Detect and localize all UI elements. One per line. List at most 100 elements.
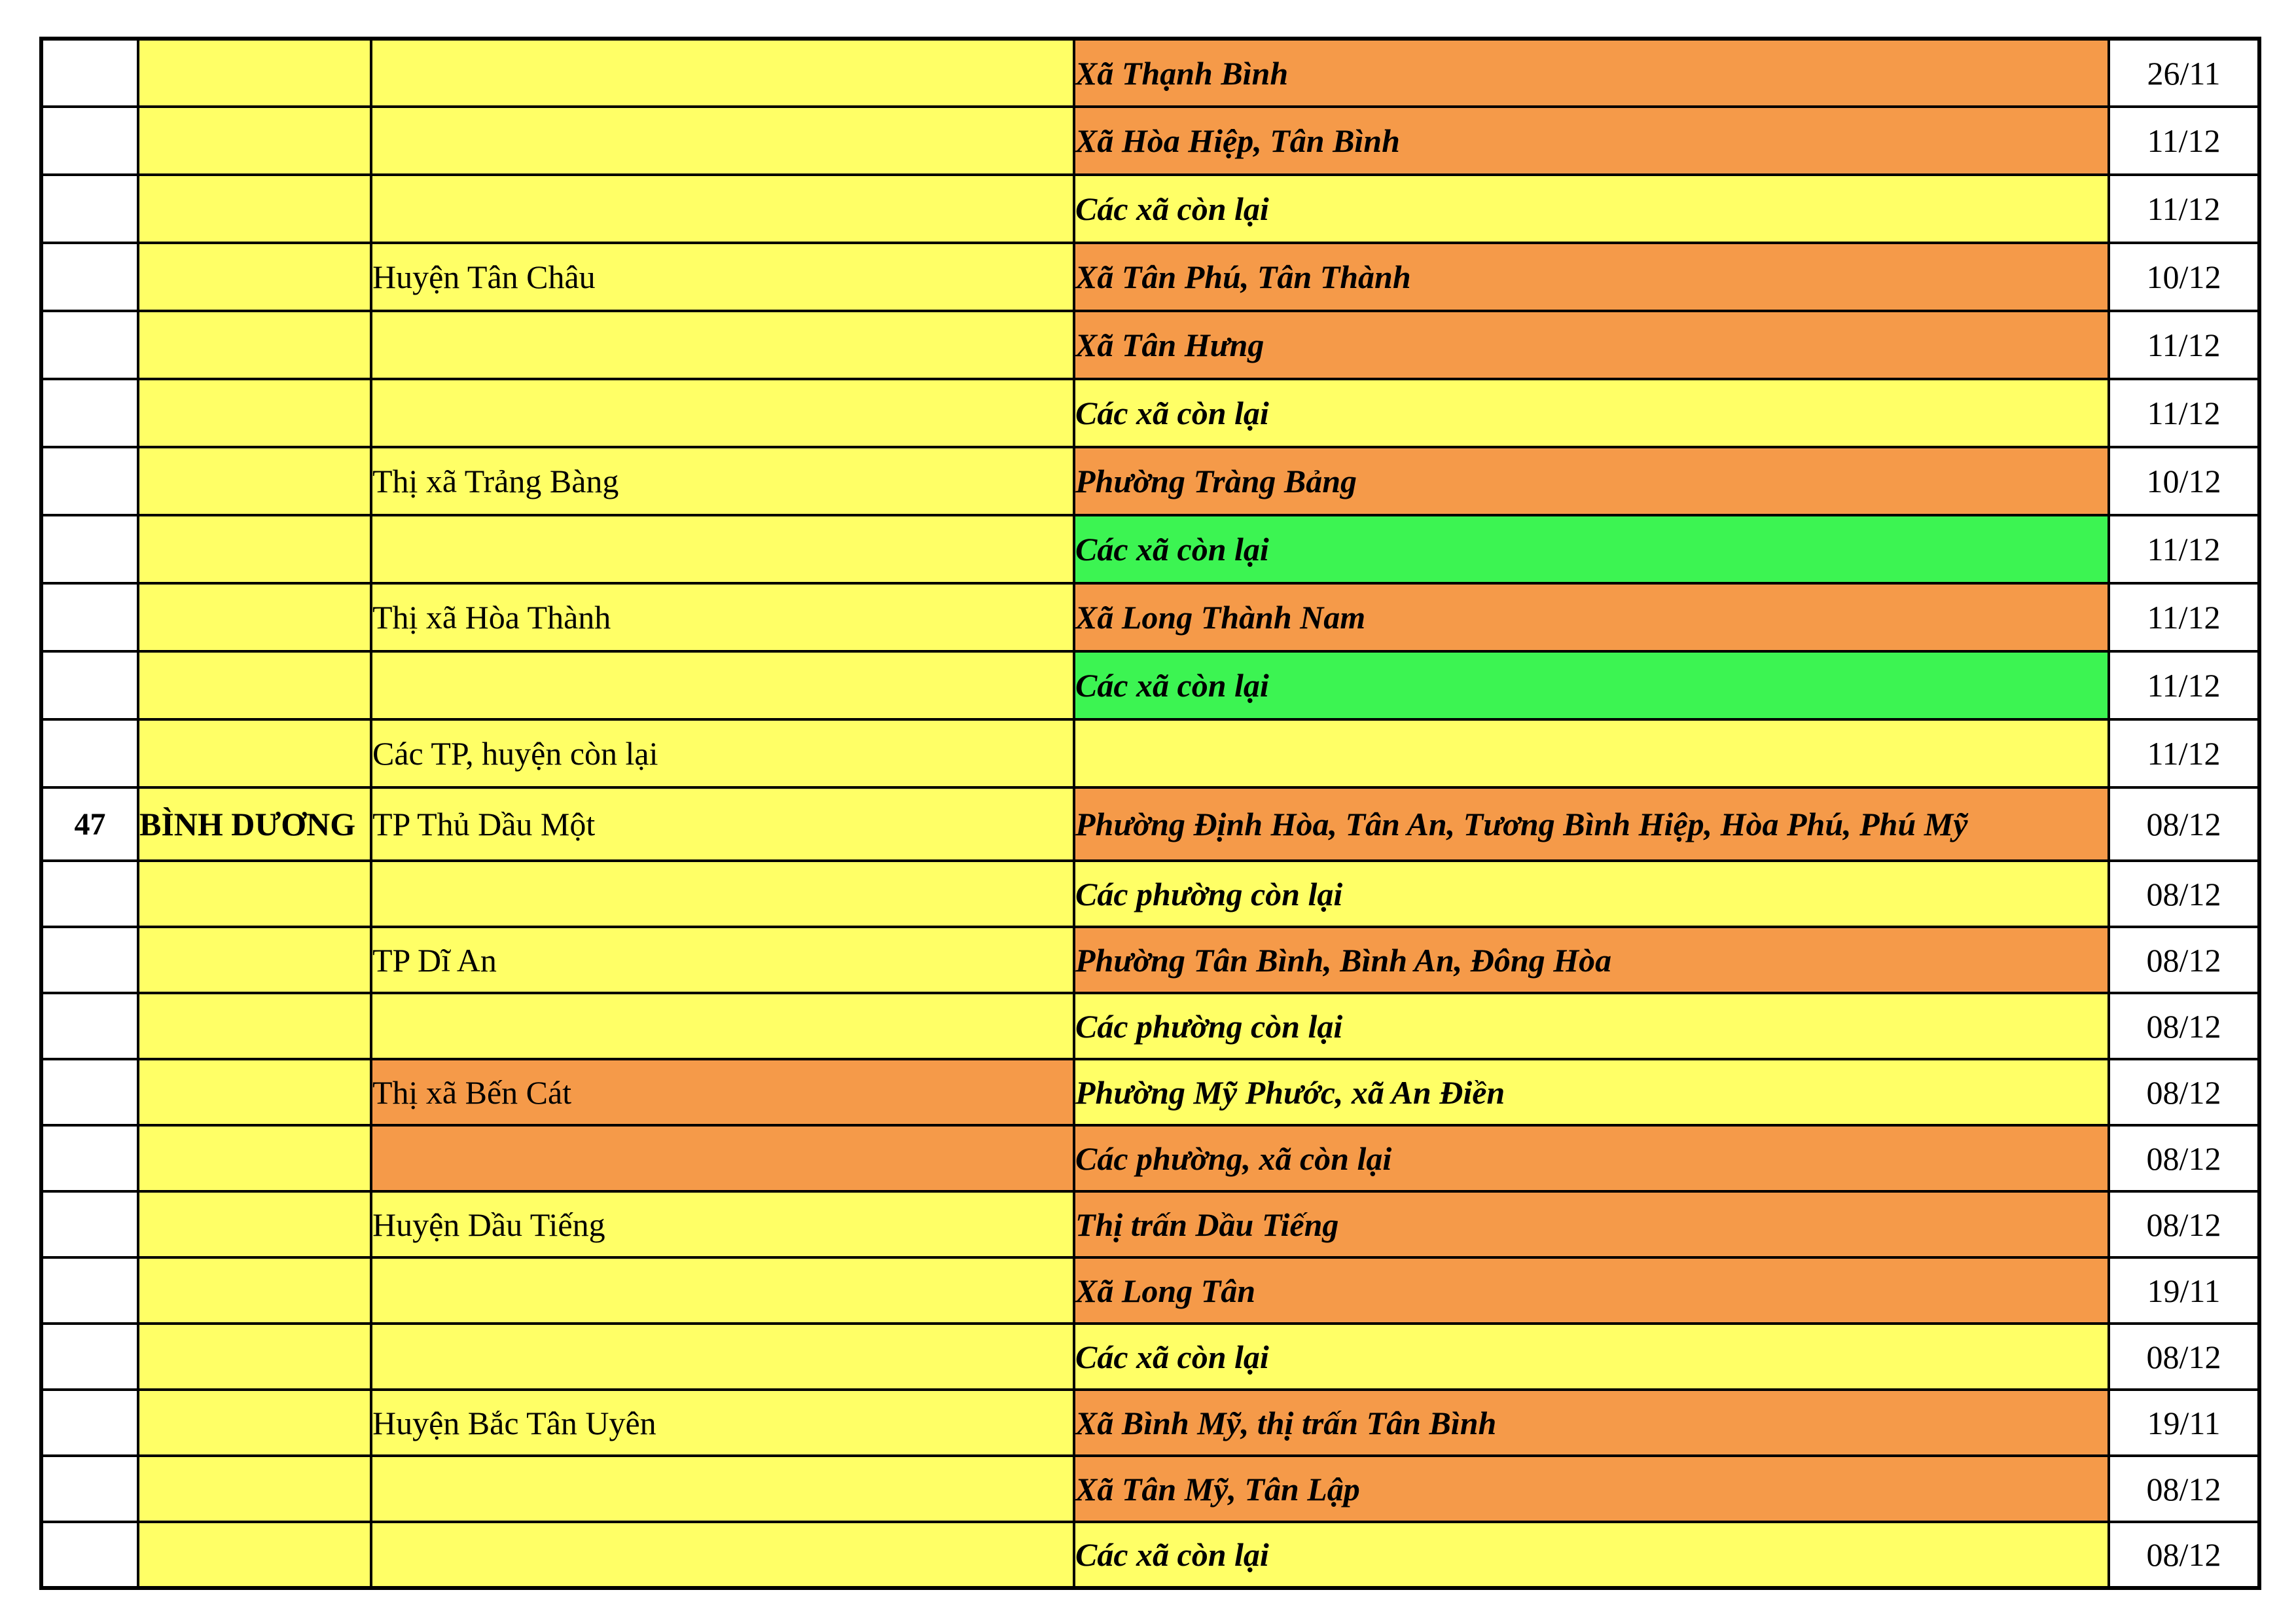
province-cell bbox=[137, 514, 372, 585]
row-number-cell bbox=[40, 1454, 139, 1523]
district-cell: Các TP, huyện còn lại bbox=[370, 718, 1075, 789]
row-number-cell bbox=[40, 1256, 139, 1325]
table-row: Xã Hòa Hiệp, Tân Bình 11/12 bbox=[40, 105, 2261, 176]
district-cell: TP Dĩ An bbox=[370, 926, 1075, 994]
province-cell bbox=[137, 1454, 372, 1523]
row-number-cell: 47 bbox=[40, 786, 139, 862]
district-cell bbox=[370, 1521, 1075, 1589]
province-cell bbox=[137, 1322, 372, 1391]
commune-cell: Các phường còn lại bbox=[1073, 859, 2110, 928]
row-number-cell bbox=[40, 992, 139, 1060]
district-cell: Thị xã Trảng Bàng bbox=[370, 446, 1075, 516]
district-cell: Huyện Tân Châu bbox=[370, 242, 1075, 312]
table-row: Các phường, xã còn lại 08/12 bbox=[40, 1124, 2261, 1193]
district-cell bbox=[370, 1124, 1075, 1193]
date-cell: 10/12 bbox=[2108, 446, 2261, 516]
row-number-cell bbox=[40, 1388, 139, 1457]
row-number-cell bbox=[40, 926, 139, 994]
province-cell bbox=[137, 105, 372, 176]
date-cell: 08/12 bbox=[2108, 926, 2261, 994]
province-cell bbox=[137, 1124, 372, 1193]
date-cell: 08/12 bbox=[2108, 859, 2261, 928]
district-cell: Thị xã Hòa Thành bbox=[370, 582, 1075, 653]
date-cell: 11/12 bbox=[2108, 310, 2261, 380]
date-cell: 11/12 bbox=[2108, 582, 2261, 653]
table-row: Huyện Dầu Tiếng Thị trấn Dầu Tiếng 08/12 bbox=[40, 1190, 2261, 1259]
table-row: Xã Tân Hưng 11/12 bbox=[40, 310, 2261, 380]
commune-cell: Phường Định Hòa, Tân An, Tương Bình Hiệp… bbox=[1073, 786, 2110, 862]
district-cell bbox=[370, 1256, 1075, 1325]
date-cell: 08/12 bbox=[2108, 1190, 2261, 1259]
district-cell: Huyện Dầu Tiếng bbox=[370, 1190, 1075, 1259]
date-cell: 11/12 bbox=[2108, 514, 2261, 585]
row-number-cell bbox=[40, 310, 139, 380]
commune-cell: Các xã còn lại bbox=[1073, 650, 2110, 721]
commune-cell: Xã Long Tân bbox=[1073, 1256, 2110, 1325]
row-number-cell bbox=[40, 582, 139, 653]
date-cell: 08/12 bbox=[2108, 1521, 2261, 1589]
commune-cell: Các xã còn lại bbox=[1073, 1322, 2110, 1391]
commune-cell: Thị trấn Dầu Tiếng bbox=[1073, 1190, 2110, 1259]
table-row: Các xã còn lại 08/12 bbox=[40, 1521, 2261, 1589]
district-cell bbox=[370, 37, 1075, 108]
date-cell: 11/12 bbox=[2108, 650, 2261, 721]
commune-cell: Các phường, xã còn lại bbox=[1073, 1124, 2110, 1193]
date-cell: 08/12 bbox=[2108, 1124, 2261, 1193]
district-cell bbox=[370, 173, 1075, 244]
table-row: Các phường còn lại 08/12 bbox=[40, 992, 2261, 1060]
row-number-cell bbox=[40, 1521, 139, 1589]
district-cell bbox=[370, 1322, 1075, 1391]
table-row: Xã Thạnh Bình 26/11 bbox=[40, 37, 2261, 108]
province-cell bbox=[137, 1388, 372, 1457]
date-cell: 08/12 bbox=[2108, 786, 2261, 862]
row-number-cell bbox=[40, 173, 139, 244]
date-cell: 26/11 bbox=[2108, 37, 2261, 108]
district-cell bbox=[370, 514, 1075, 585]
commune-cell: Các phường còn lại bbox=[1073, 992, 2110, 1060]
commune-cell: Xã Hòa Hiệp, Tân Bình bbox=[1073, 105, 2110, 176]
commune-cell: Xã Bình Mỹ, thị trấn Tân Bình bbox=[1073, 1388, 2110, 1457]
table-row: TP Dĩ An Phường Tân Bình, Bình An, Đông H… bbox=[40, 926, 2261, 994]
district-cell: Huyện Bắc Tân Uyên bbox=[370, 1388, 1075, 1457]
table-row: Xã Tân Mỹ, Tân Lập 08/12 bbox=[40, 1454, 2261, 1523]
province-cell bbox=[137, 310, 372, 380]
table-row: Các xã còn lại 11/12 bbox=[40, 378, 2261, 448]
date-cell: 11/12 bbox=[2108, 378, 2261, 448]
province-cell bbox=[137, 173, 372, 244]
date-cell: 19/11 bbox=[2108, 1256, 2261, 1325]
schedule-table-body: Xã Thạnh Bình 26/11 Xã Hòa Hiệp, Tân Bình 1… bbox=[40, 37, 2261, 1589]
province-cell bbox=[137, 859, 372, 928]
province-cell: BÌNH DƯƠNG bbox=[137, 786, 372, 862]
date-cell: 10/12 bbox=[2108, 242, 2261, 312]
table-row: 47 BÌNH DƯƠNG TP Thủ Dầu Một Phường Định Hò… bbox=[40, 786, 2261, 862]
row-number-cell bbox=[40, 650, 139, 721]
table-row: Các xã còn lại 08/12 bbox=[40, 1322, 2261, 1391]
district-cell: Thị xã Bến Cát bbox=[370, 1058, 1075, 1127]
row-number-cell bbox=[40, 242, 139, 312]
commune-cell: Phường Tân Bình, Bình An, Đông Hòa bbox=[1073, 926, 2110, 994]
table-row: Thị xã Trảng Bàng Phường Tràng Bảng 10/12 bbox=[40, 446, 2261, 516]
row-number-cell bbox=[40, 1124, 139, 1193]
province-cell bbox=[137, 582, 372, 653]
province-cell bbox=[137, 1521, 372, 1589]
district-cell bbox=[370, 310, 1075, 380]
table-row: Huyện Bắc Tân Uyên Xã Bình Mỹ, thị trấn T… bbox=[40, 1388, 2261, 1457]
district-cell bbox=[370, 1454, 1075, 1523]
district-cell: TP Thủ Dầu Một bbox=[370, 786, 1075, 862]
date-cell: 11/12 bbox=[2108, 173, 2261, 244]
district-cell bbox=[370, 105, 1075, 176]
district-cell bbox=[370, 992, 1075, 1060]
table-row: Các TP, huyện còn lại 11/12 bbox=[40, 718, 2261, 789]
province-cell bbox=[137, 1058, 372, 1127]
table-row: Các phường còn lại 08/12 bbox=[40, 859, 2261, 928]
table-row: Thị xã Hòa Thành Xã Long Thành Nam 11/12 bbox=[40, 582, 2261, 653]
commune-cell: Phường Tràng Bảng bbox=[1073, 446, 2110, 516]
date-cell: 11/12 bbox=[2108, 105, 2261, 176]
row-number-cell bbox=[40, 105, 139, 176]
row-number-cell bbox=[40, 446, 139, 516]
province-cell bbox=[137, 446, 372, 516]
row-number-cell bbox=[40, 378, 139, 448]
row-number-cell bbox=[40, 1058, 139, 1127]
commune-cell: Xã Thạnh Bình bbox=[1073, 37, 2110, 108]
